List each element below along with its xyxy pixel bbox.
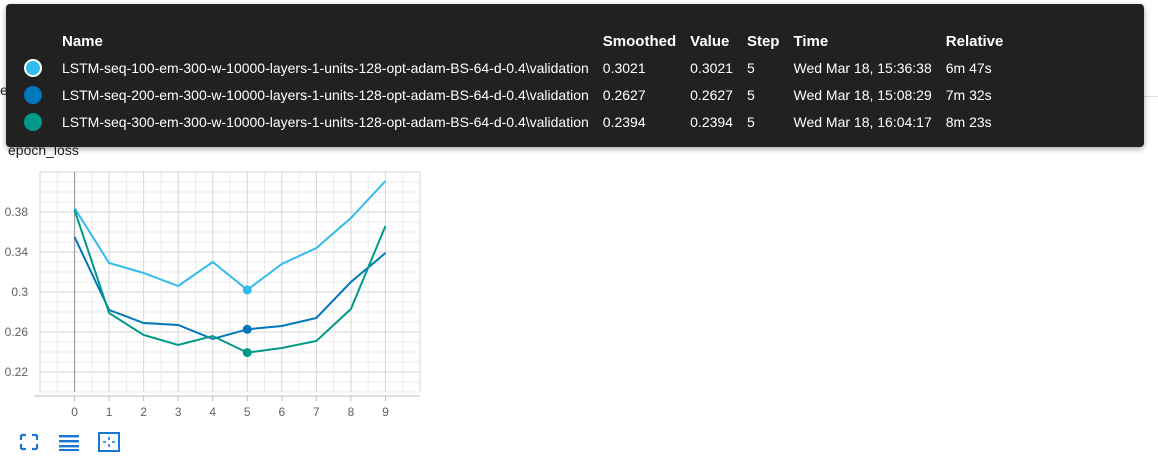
fit-data-icon[interactable] [98,432,120,452]
x-tick-label: 0 [71,405,78,419]
y-tick-label: 0.34 [5,245,29,259]
x-tick-label: 1 [106,405,113,419]
tooltip-header-row: Name Smoothed Value Step Time Relative [24,28,1017,54]
tooltip-header-time: Time [793,32,829,50]
series-point-2 [242,324,252,334]
x-tick-label: 9 [382,405,389,419]
series-line-2 [73,236,387,341]
x-tick-label: 5 [244,405,251,419]
time-value: Wed Mar 18, 16:04:17 [793,113,932,130]
tooltip-header-smoothed: Smoothed [602,32,677,50]
relative-value: 6m 47s [945,59,992,76]
series-point-3 [242,348,252,358]
line-chart[interactable]: 0.22 0.26 0.3 0.34 0.38 0 1 2 3 4 5 6 7 8 9 [0,160,440,426]
chart-tooltip: Name Smoothed Value Step Time Relative L… [6,4,1144,147]
step-value: 5 [746,113,755,130]
relative-value: 8m 23s [945,113,992,130]
series-color-swatch [24,112,42,131]
series-color-swatch [24,58,42,77]
tooltip-row: LSTM-seq-100-em-300-w-10000-layers-1-uni… [24,54,1017,81]
x-tick-label: 7 [313,405,320,419]
run-name: LSTM-seq-300-em-300-w-10000-layers-1-uni… [62,113,589,130]
y-tick-label: 0.38 [5,205,29,219]
series-color-swatch [24,85,42,104]
run-name: LSTM-seq-200-em-300-w-10000-layers-1-uni… [62,86,589,103]
series-point-1 [242,285,252,295]
raw-value: 0.2627 [690,86,733,103]
y-tick-label: 0.3 [11,285,28,299]
smoothed-value: 0.3021 [602,59,646,76]
x-tick-label: 4 [209,405,216,419]
fit-domain-icon[interactable] [18,432,40,452]
raw-value: 0.3021 [690,59,733,76]
step-value: 5 [746,59,755,76]
relative-value: 7m 32s [945,86,992,103]
smoothed-value: 0.2394 [602,113,646,130]
tooltip-table: Name Smoothed Value Step Time Relative L… [24,28,1017,135]
tooltip-header-color [24,28,62,54]
x-tick-label: 3 [175,405,182,419]
y-tick-label: 0.22 [5,365,29,379]
series-line-1 [73,180,387,292]
tooltip-row: LSTM-seq-200-em-300-w-10000-layers-1-uni… [24,81,1017,108]
step-value: 5 [746,86,755,103]
time-value: Wed Mar 18, 15:36:38 [793,59,932,76]
x-tick-label: 8 [348,405,355,419]
x-tick-label: 2 [140,405,147,419]
run-name: LSTM-seq-100-em-300-w-10000-layers-1-uni… [62,59,589,76]
tooltip-header-step: Step [746,32,780,50]
series-line-3 [73,209,387,354]
time-value: Wed Mar 18, 15:08:29 [793,86,932,103]
toggle-log-icon[interactable] [58,432,80,452]
tooltip-row: LSTM-seq-300-em-300-w-10000-layers-1-uni… [24,108,1017,135]
bottom-toolbar [18,432,120,452]
tooltip-header-relative: Relative [945,32,1004,50]
x-tick-label: 6 [278,405,285,419]
smoothed-value: 0.2627 [602,86,646,103]
tooltip-header-name: Name [62,32,103,50]
raw-value: 0.2394 [690,113,733,130]
y-tick-label: 0.26 [5,325,29,339]
tooltip-header-value: Value [690,32,730,50]
